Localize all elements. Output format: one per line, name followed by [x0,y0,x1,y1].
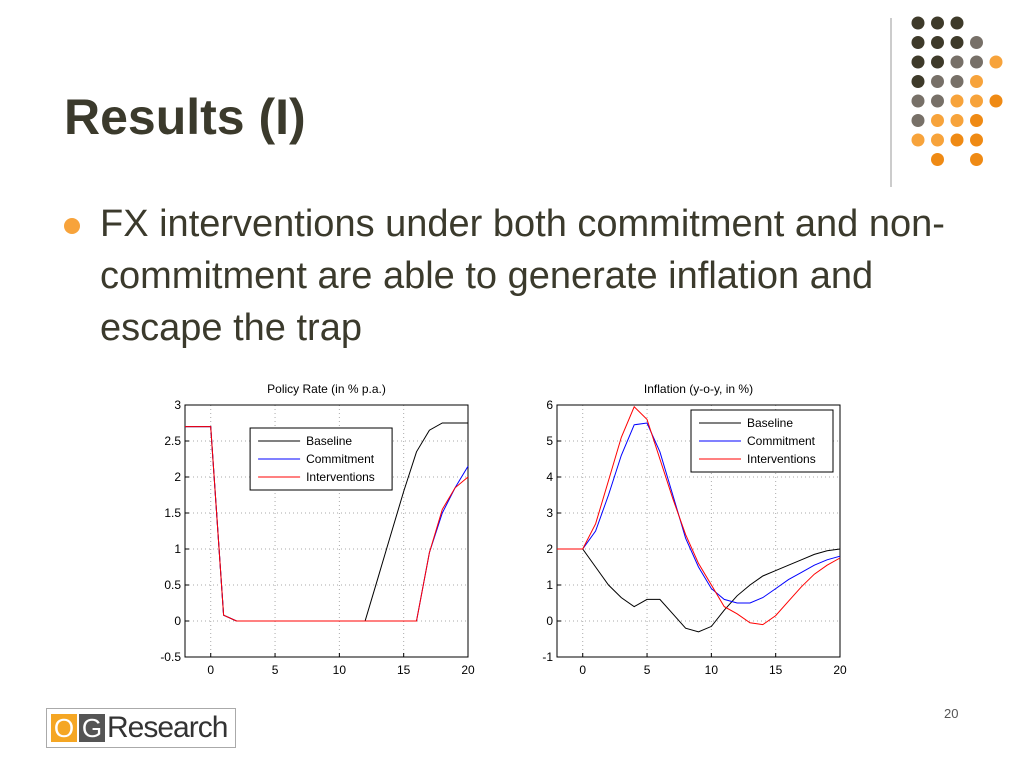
slide-title: Results (I) [64,89,306,145]
y-tick-label: 1 [546,578,553,592]
x-tick-label: 15 [397,663,411,677]
x-tick-label: 0 [207,663,214,677]
y-tick-label: 0 [174,614,181,628]
page-number: 20 [944,706,959,721]
y-tick-label: 2 [546,542,553,556]
decor-dot [970,75,983,88]
decor-dot [931,75,944,88]
y-tick-label: 5 [546,434,553,448]
legend-label: Interventions [306,470,375,484]
x-tick-label: 10 [333,663,347,677]
chart-title: Policy Rate (in % p.a.) [267,382,386,396]
logo-g: G [79,714,105,742]
decor-dot [970,94,983,108]
decor-dot [911,114,925,127]
legend-label: Interventions [747,452,816,466]
legend-label: Commitment [306,452,375,466]
x-tick-label: 5 [272,663,279,677]
decor-dot [911,94,925,108]
decor-dot [931,114,944,127]
decor-dot [950,114,964,127]
bullet-text: FX interventions under both commitment a… [100,203,945,349]
x-tick-label: 20 [461,663,475,677]
x-tick-label: 10 [705,663,719,677]
x-tick-label: 15 [769,663,783,677]
decor-dot [911,75,925,88]
y-tick-label: 6 [546,398,553,412]
decor-dot [970,114,983,127]
y-tick-label: -1 [542,650,553,664]
decor-dot [989,94,1003,108]
decor-dot [911,36,925,49]
y-tick-label: 4 [546,470,553,484]
series-line [557,548,841,633]
x-tick-label: 20 [833,663,847,677]
series-line [557,422,841,604]
logo-text: Research [107,711,228,744]
decor-dot [911,16,925,30]
y-tick-label: 1 [174,542,181,556]
decor-dot [970,153,983,166]
series-line [557,405,841,626]
y-tick-label: 2.5 [164,434,181,448]
decor-dot [911,55,925,69]
decor-dot [950,133,964,147]
x-tick-label: 5 [644,663,651,677]
y-tick-label: 3 [174,398,181,412]
decor-dot [911,133,925,147]
decor-dot [950,75,964,88]
decor-dot [970,55,983,69]
decor-dot [931,153,944,166]
y-tick-label: 3 [546,506,553,520]
legend-label: Baseline [747,416,793,430]
decor-dot [970,36,983,49]
series-line [185,426,469,622]
decor-dot [931,16,944,30]
bullet-dot [64,218,80,234]
y-tick-label: 0.5 [164,578,181,592]
decor-dot [950,55,964,69]
legend-label: Baseline [306,434,352,448]
decor-dot [931,94,944,108]
decor-dot [950,16,964,30]
y-tick-label: -0.5 [160,650,181,664]
decor-dot [950,94,964,108]
y-tick-label: 0 [546,614,553,628]
y-tick-label: 1.5 [164,506,181,520]
decor-dot [931,36,944,49]
logo-o: O [51,714,77,742]
x-tick-label: 0 [579,663,586,677]
plot-frame [556,404,841,658]
decor-dot [970,133,983,147]
legend-label: Commitment [747,434,816,448]
charts: Policy Rate (in % p.a.) -0.5 0 0.5 1 1.5 2 2.5 3… [160,16,1003,677]
decor-dot [950,36,964,49]
logo: O G Research [46,708,236,748]
decor-dot [989,55,1003,69]
chart-title: Inflation (y-o-y, in %) [644,382,753,396]
decor-dot [931,133,944,147]
y-tick-label: 2 [174,470,181,484]
plot-frame [184,404,469,658]
decor-dot [931,55,944,69]
